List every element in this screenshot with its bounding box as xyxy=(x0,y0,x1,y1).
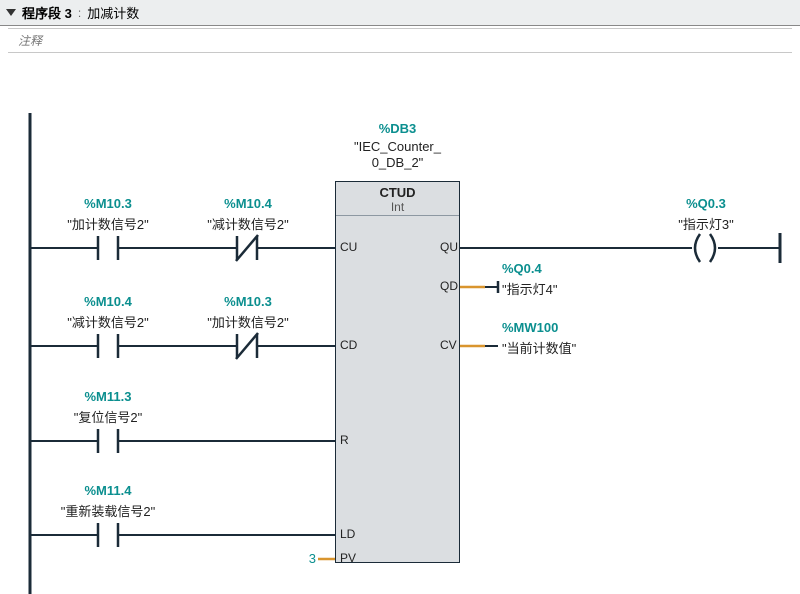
ladder-diagram: CTUD Int %DB3 "IEC_Counter_ 0_DB_2" CU C… xyxy=(0,53,800,553)
segment-description: 加减计数 xyxy=(87,3,139,22)
separator: : xyxy=(72,6,87,20)
comment-row[interactable]: 注释 xyxy=(8,28,792,53)
ladder-svg xyxy=(0,53,800,594)
segment-label: 程序段 3 xyxy=(22,3,72,22)
collapse-icon[interactable] xyxy=(6,9,16,16)
comment-label: 注释 xyxy=(18,34,42,48)
network-header[interactable]: 程序段 3 : 加减计数 xyxy=(0,0,800,26)
